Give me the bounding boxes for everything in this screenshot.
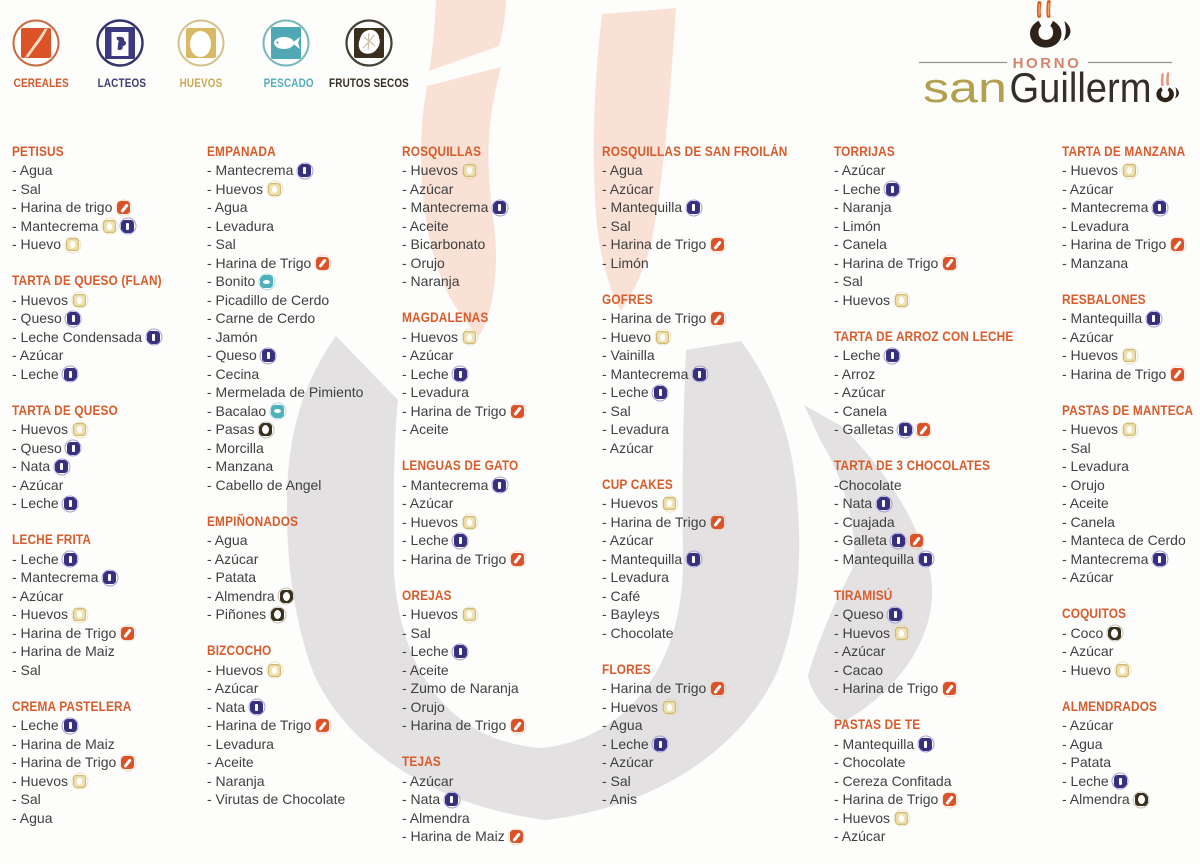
svg-text:san: san	[923, 64, 1007, 111]
svg-text:Guillerm: Guillerm	[1010, 64, 1152, 111]
svg-text:HORNO: HORNO	[1013, 55, 1082, 72]
